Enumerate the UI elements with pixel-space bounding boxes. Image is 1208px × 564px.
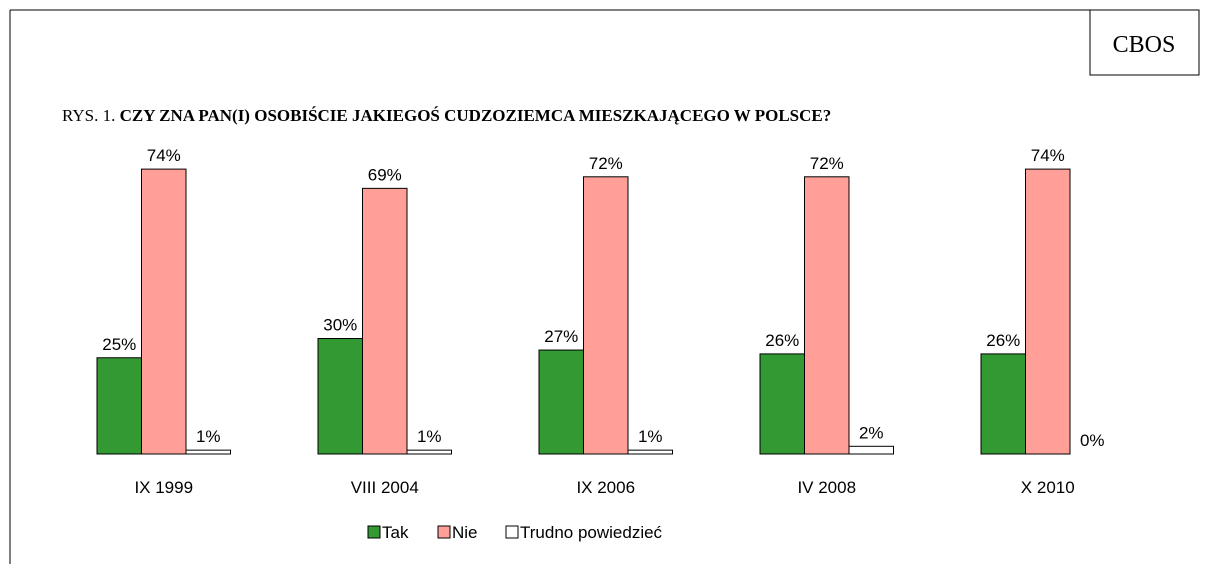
bar — [141, 168, 187, 455]
bar — [362, 187, 408, 455]
legend-label: Nie — [452, 523, 478, 542]
bar — [804, 176, 850, 455]
source: CBOS — [1113, 32, 1176, 58]
x-tick-label: IV 2008 — [797, 478, 856, 497]
data-label: 1% — [417, 427, 442, 446]
legend-swatch — [505, 525, 519, 539]
bar — [317, 338, 363, 455]
legend-swatch — [437, 525, 451, 539]
chart-title: CZY ZNA PAN(I) OSOBIŚCIE JAKIEGOŚ CUDZOZ… — [120, 106, 832, 125]
legend-label: Tak — [382, 523, 409, 542]
data-label: 72% — [810, 154, 844, 173]
data-label: 25% — [102, 335, 136, 354]
data-label: 74% — [1031, 146, 1065, 165]
data-label: 26% — [765, 331, 799, 350]
figure-label: RYS. 1. — [62, 106, 115, 125]
bar — [96, 357, 142, 455]
legend-swatch — [367, 525, 381, 539]
x-tick-label: IX 2006 — [576, 478, 635, 497]
bar — [759, 353, 805, 455]
source-box — [1089, 9, 1200, 76]
bar — [627, 449, 673, 455]
bar — [406, 449, 452, 455]
bar — [185, 449, 231, 455]
data-label: 27% — [544, 327, 578, 346]
data-label: 1% — [638, 427, 663, 446]
data-label: 26% — [986, 331, 1020, 350]
bar — [848, 445, 894, 455]
bar — [980, 353, 1026, 455]
title-line: RYS. 1. CZY ZNA PAN(I) OSOBIŚCIE JAKIEGO… — [62, 106, 831, 125]
legend-label: Trudno powiedzieć — [520, 523, 663, 542]
data-label: 74% — [147, 146, 181, 165]
data-label: 1% — [196, 427, 221, 446]
data-label: 0% — [1080, 431, 1105, 450]
x-tick-label: IX 1999 — [134, 478, 193, 497]
bar — [538, 349, 584, 455]
data-label: 2% — [859, 423, 884, 442]
bar — [583, 176, 629, 455]
bar — [1025, 168, 1071, 455]
x-tick-label: VIII 2004 — [351, 478, 419, 497]
x-tick-label: X 2010 — [1021, 478, 1075, 497]
data-label: 69% — [368, 165, 402, 184]
data-label: 30% — [323, 316, 357, 335]
data-label: 72% — [589, 154, 623, 173]
